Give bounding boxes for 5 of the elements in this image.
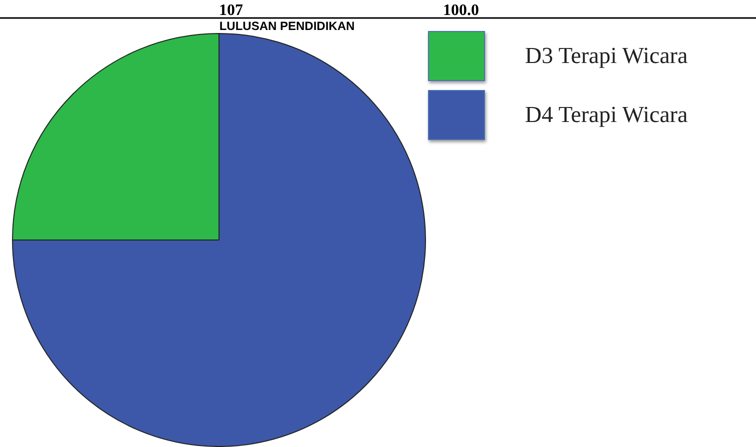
text: 107 bbox=[219, 2, 243, 19]
legend-label: D3 Terapi Wicara bbox=[525, 42, 688, 68]
text: 100.0 bbox=[443, 2, 479, 19]
chart-title: LULUSAN PENDIDIKAN bbox=[219, 19, 355, 33]
legend-label: D4 Terapi Wicara bbox=[525, 102, 688, 128]
